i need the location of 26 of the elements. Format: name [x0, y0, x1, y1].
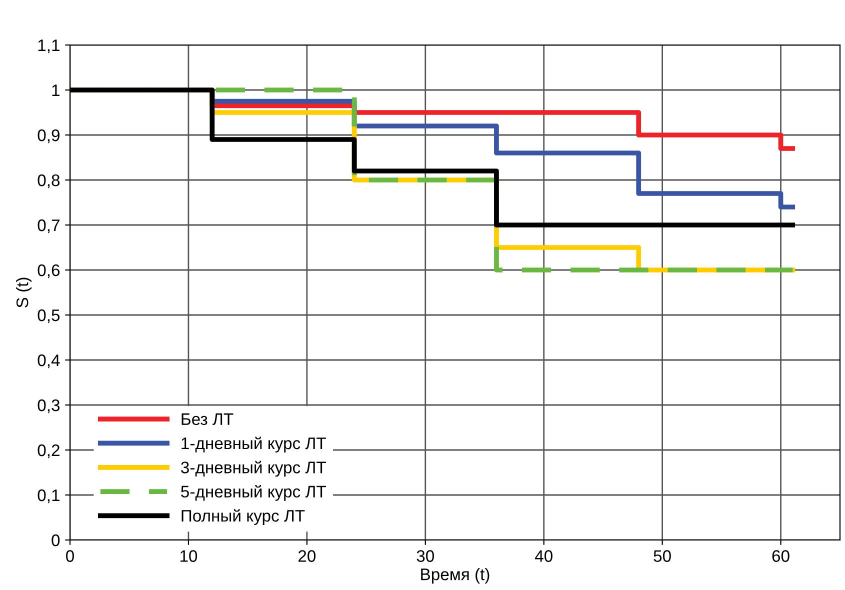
y-tick-label: 0,4: [38, 354, 60, 368]
y-tick-label: 0,3: [38, 399, 60, 414]
y-tick-label: 0,5: [38, 309, 60, 324]
y-tick-label: 1: [52, 84, 60, 96]
y-axis-title: S (t): [16, 278, 32, 308]
x-tick-label: 60: [772, 550, 790, 562]
y-tick-label: 0,6: [38, 264, 60, 278]
x-tick-label: 50: [654, 550, 671, 562]
legend-label: 5-дневный курс ЛТ: [181, 485, 326, 501]
legend-label: 3-дневный курс ЛТ: [181, 460, 326, 477]
y-tick-label: 1,1: [38, 40, 60, 54]
y-tick-label: 0,8: [38, 174, 60, 188]
y-tick-label: 0,1: [38, 489, 60, 504]
x-tick-label: 30: [416, 550, 434, 562]
x-tick-label: 10: [180, 550, 198, 562]
legend-label: 1-дневный курс ЛТ: [182, 436, 326, 453]
x-axis-title: Время (t): [421, 568, 490, 584]
x-tick-label: 0: [66, 550, 74, 562]
x-tick-label: 20: [298, 550, 316, 562]
y-tick-label: 0,9: [38, 129, 60, 144]
legend-label: Полный курс ЛТ: [182, 509, 305, 525]
x-tick-label: 40: [534, 550, 552, 562]
y-tick-label: 0,7: [38, 219, 60, 234]
legend-label: Без ЛТ: [182, 413, 234, 426]
y-tick-label: 0: [52, 534, 60, 546]
y-tick-label: 0,2: [38, 444, 60, 458]
